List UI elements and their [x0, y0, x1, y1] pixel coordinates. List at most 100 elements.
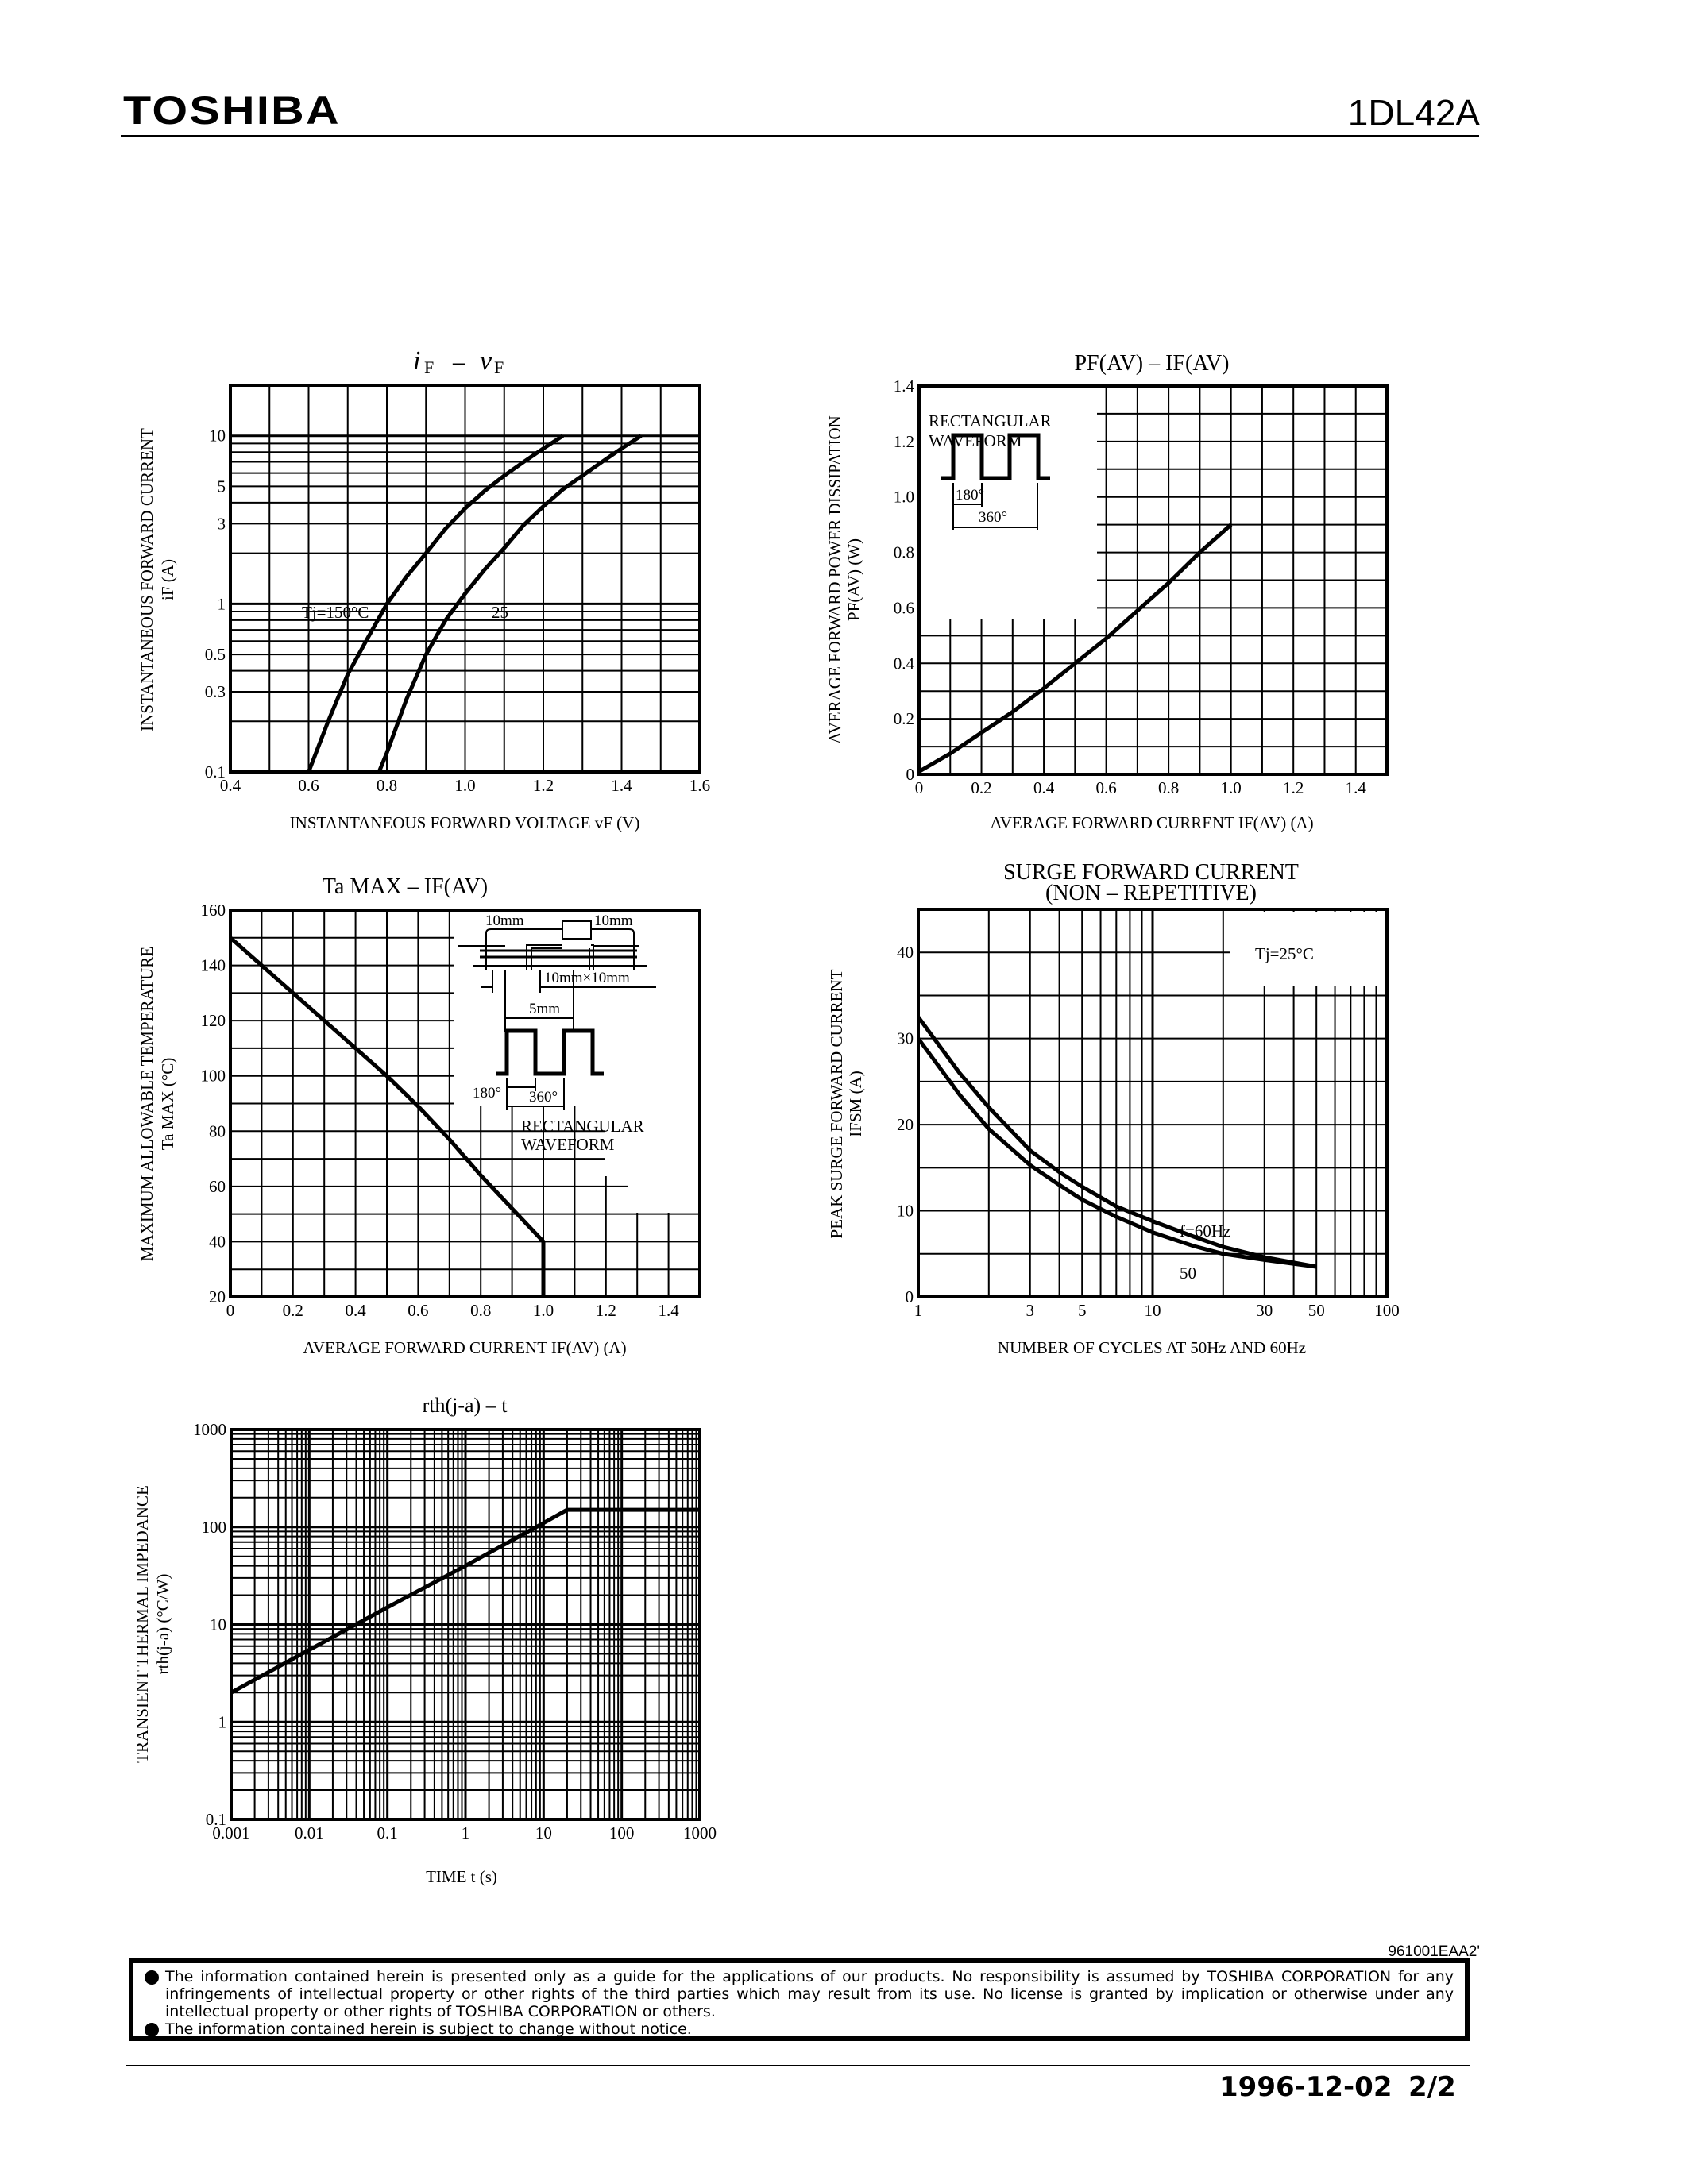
svg-text:0.001: 0.001: [212, 1823, 249, 1843]
svg-text:1: 1: [462, 1823, 470, 1843]
svg-text:5: 5: [218, 477, 226, 496]
x-axis-label: NUMBER OF CYCLES AT 50Hz AND 60Hz: [998, 1338, 1306, 1357]
svg-text:1.2: 1.2: [596, 1301, 616, 1320]
svg-text:1.4: 1.4: [658, 1301, 679, 1320]
y-axis-label-symbol: Ta MAX (°C): [158, 1058, 177, 1151]
axis-ticks: 0.001 0.01 0.1 1 10 100 1000 0.1 1 10 100 1000: [193, 1420, 717, 1843]
plot-frame: [917, 908, 1389, 1298]
disclaimer-item: The information contained herein is pres…: [145, 1968, 1454, 2020]
svg-text:360°: 360°: [529, 1089, 558, 1106]
svg-text:0: 0: [226, 1301, 235, 1320]
svg-text:0.2: 0.2: [283, 1301, 303, 1320]
chart-grid: [230, 1428, 701, 1821]
svg-text:10mm×10mm: 10mm×10mm: [544, 970, 630, 986]
y-axis-label: INSTANTANEOUS FORWARD CURRENT: [137, 428, 156, 731]
svg-text:0: 0: [906, 765, 915, 784]
svg-text:120: 120: [201, 1011, 226, 1030]
svg-text:1000: 1000: [683, 1823, 717, 1843]
svg-text:100: 100: [201, 1067, 226, 1086]
svg-text:0.6: 0.6: [408, 1301, 428, 1320]
annotation-60hz: f=60Hz: [1180, 1221, 1230, 1241]
series-line: [377, 434, 643, 773]
svg-text:5mm: 5mm: [529, 1001, 560, 1017]
svg-text:360°: 360°: [979, 509, 1007, 526]
brand-logo: TOSHIBA: [123, 88, 341, 133]
svg-text:WAVEFORM: WAVEFORM: [521, 1135, 615, 1154]
chart-curves: [230, 1507, 700, 1695]
svg-text:0.2: 0.2: [971, 778, 991, 797]
series-line: [230, 1507, 700, 1695]
plot-frame: [229, 909, 701, 1298]
svg-text:3: 3: [218, 514, 226, 533]
chart-curves: [916, 1016, 1317, 1269]
svg-text:RECTANGULAR: RECTANGULAR: [521, 1117, 644, 1136]
svg-text:1.4: 1.4: [611, 776, 632, 795]
series-line: [307, 434, 564, 773]
svg-text:F: F: [424, 357, 434, 377]
svg-text:1.4: 1.4: [1346, 778, 1367, 797]
series-line: [229, 936, 546, 1297]
y-axis-label-symbol: PF(AV) (W): [844, 538, 863, 621]
annotation-tj25: Tj=25°C: [1255, 944, 1314, 963]
svg-text:1.0: 1.0: [533, 1301, 554, 1320]
svg-text:100: 100: [202, 1518, 227, 1537]
svg-text:1.4: 1.4: [894, 376, 915, 396]
waveform-inset: RECTANGULAR WAVEFORM 180° 360°: [929, 411, 1052, 530]
svg-text:0: 0: [906, 1287, 914, 1306]
plot-frame: [229, 384, 701, 774]
disclaimer-box: The information contained herein is pres…: [129, 1958, 1470, 2041]
annotation-50hz: 50: [1180, 1264, 1196, 1283]
svg-text:RECTANGULAR: RECTANGULAR: [929, 411, 1052, 430]
svg-text:10mm: 10mm: [594, 913, 633, 929]
footer-divider: [126, 2065, 1470, 2066]
chart-curves: [917, 523, 1233, 774]
svg-text:180°: 180°: [473, 1085, 501, 1102]
svg-text:20: 20: [209, 1287, 226, 1306]
series-line: [916, 1037, 1317, 1269]
annotation-tj150: Tj=150°C: [302, 603, 369, 622]
svg-text:0.6: 0.6: [298, 776, 319, 795]
axis-ticks: 0 0.2 0.4 0.6 0.8 1.0 1.2 1.4 0 0.2 0.4 0.6 0.8 1.0 1.…: [894, 376, 1367, 797]
series-line: [917, 523, 1233, 774]
svg-text:0.1: 0.1: [377, 1823, 398, 1843]
chart-curves: [229, 936, 546, 1297]
svg-text:40: 40: [209, 1232, 226, 1251]
y-axis-label: PEAK SURGE FORWARD CURRENT: [827, 969, 846, 1238]
y-axis-label: AVERAGE FORWARD POWER DISSIPATION: [825, 415, 844, 744]
svg-text:40: 40: [897, 943, 914, 962]
svg-text:0.3: 0.3: [205, 682, 226, 701]
svg-text:10: 10: [897, 1202, 914, 1221]
svg-text:i: i: [413, 346, 420, 376]
x-axis-label: INSTANTANEOUS FORWARD VOLTAGE vF (V): [290, 813, 640, 832]
y-axis-label-symbol: IFSM (A): [846, 1071, 865, 1136]
svg-text:–: –: [452, 349, 465, 375]
chart-title: SURGE FORWARD CURRENT: [1003, 860, 1299, 885]
svg-text:0.8: 0.8: [377, 776, 397, 795]
svg-text:160: 160: [201, 901, 226, 920]
svg-text:1.0: 1.0: [454, 776, 475, 795]
svg-text:80: 80: [209, 1121, 226, 1140]
svg-text:1.0: 1.0: [1221, 778, 1242, 797]
svg-text:v: v: [480, 346, 492, 376]
svg-text:1.2: 1.2: [533, 776, 554, 795]
svg-text:0.1: 0.1: [206, 1810, 226, 1829]
svg-text:F: F: [494, 357, 504, 377]
svg-text:30: 30: [897, 1029, 914, 1048]
annotation-25: 25: [492, 603, 508, 622]
x-axis-label: AVERAGE FORWARD CURRENT IF(AV) (A): [990, 813, 1313, 832]
y-axis-label: TRANSIENT THERMAL IMPEDANCE: [133, 1485, 152, 1763]
svg-text:0.8: 0.8: [1158, 778, 1179, 797]
chart-title: rth(j-a) – t: [423, 1394, 508, 1417]
svg-text:0.01: 0.01: [295, 1823, 324, 1843]
plot-frame: [230, 1428, 701, 1821]
svg-text:1000: 1000: [193, 1420, 226, 1439]
publication-date: 1996-12-02: [1219, 2071, 1393, 2103]
svg-text:20: 20: [897, 1115, 914, 1134]
chart-curves: [307, 434, 643, 773]
svg-text:10: 10: [535, 1823, 552, 1843]
svg-text:10: 10: [210, 1615, 226, 1634]
bullet-icon: [145, 1970, 159, 1985]
axis-ticks: 0 0.2 0.4 0.6 0.8 1.0 1.2 1.4 20 40 60 80 100 120 140 1…: [201, 901, 680, 1320]
